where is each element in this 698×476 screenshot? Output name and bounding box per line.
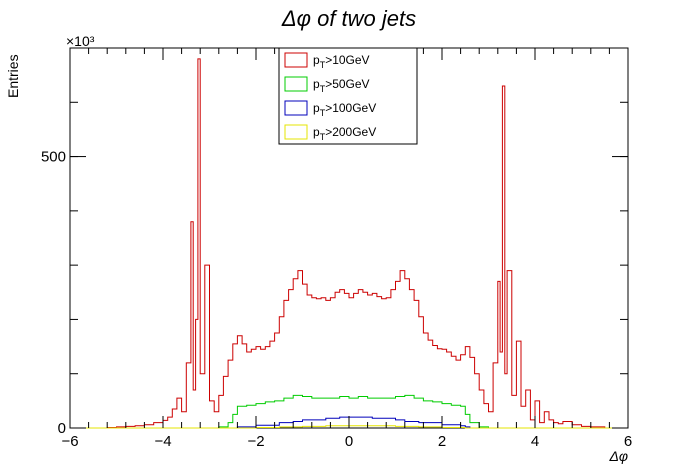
x-tick-label: −4	[154, 433, 171, 450]
legend: pT>10GeV pT>50GeV pT>100GeV pT>200GeV	[278, 47, 418, 145]
axis-ticks: −6 −4 −2 0 2 4 6 0 500	[41, 47, 632, 450]
legend-swatch	[284, 76, 308, 92]
legend-label: pT>50GeV	[313, 77, 370, 94]
x-axis-label: Δφ	[608, 448, 628, 464]
x-tick-label: 0	[345, 433, 353, 450]
series-line-2	[70, 394, 628, 429]
x-tick-label: −6	[61, 433, 78, 450]
legend-swatch	[284, 124, 308, 140]
x-tick-label: −2	[247, 433, 264, 450]
y-axis-label: Entries	[5, 54, 21, 98]
legend-swatch	[284, 100, 308, 116]
x-tick-label: 2	[438, 433, 446, 450]
legend-label: pT>100GeV	[313, 101, 376, 118]
series-line-1	[70, 58, 628, 429]
legend-label: pT>10GeV	[313, 53, 370, 70]
y-tick-label: 500	[41, 149, 66, 166]
legend-swatch	[284, 52, 308, 68]
y-multiplier-label: ×10³	[66, 33, 95, 49]
x-tick-label: 6	[624, 433, 632, 450]
legend-box	[278, 47, 418, 145]
y-tick-label: 0	[58, 420, 66, 437]
legend-label: pT>200GeV	[313, 125, 376, 142]
x-tick-label: 4	[531, 433, 539, 450]
chart-title: Δφ of two jets	[281, 6, 416, 31]
